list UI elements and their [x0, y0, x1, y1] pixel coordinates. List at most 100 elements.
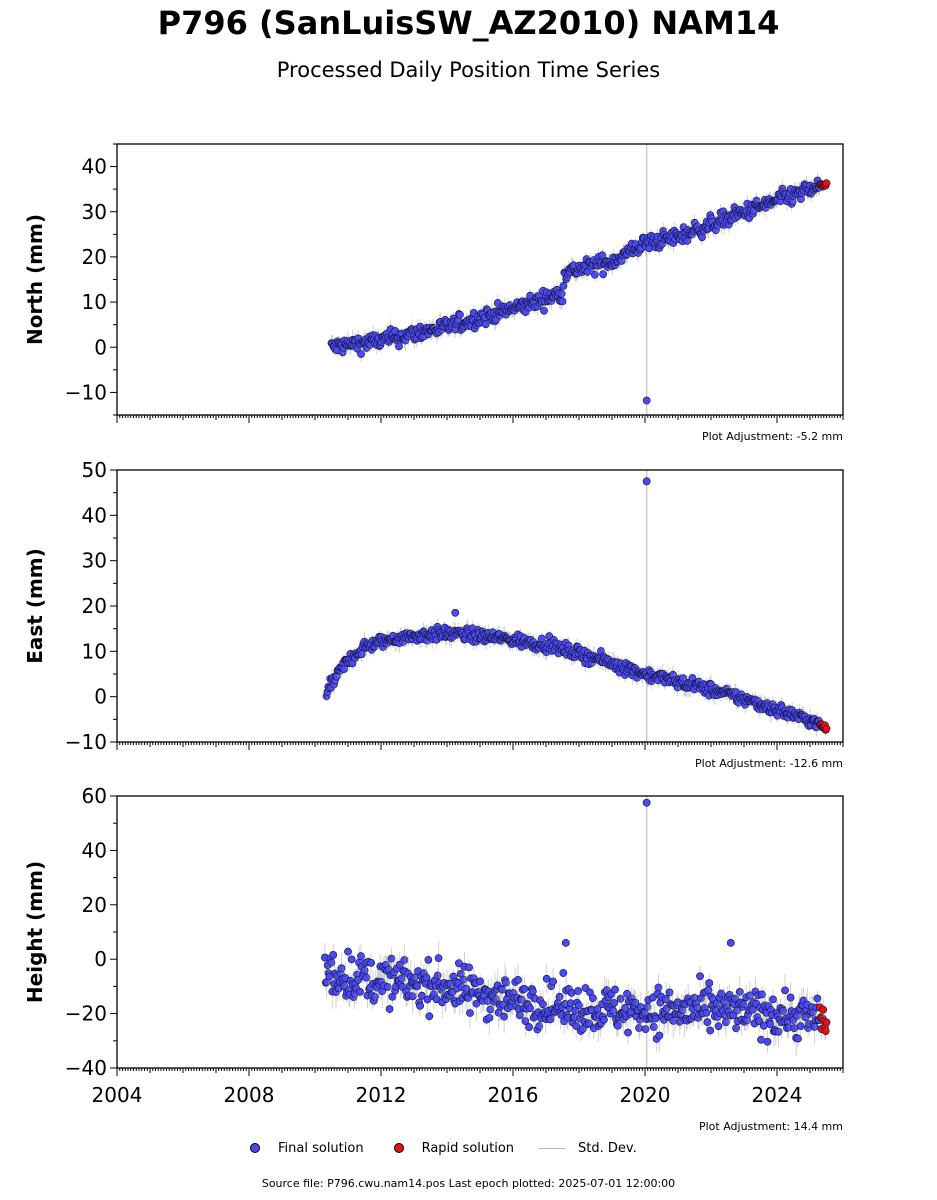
final-point [549, 977, 558, 986]
panel-2: −40 −20 0 20 40 60 2004 2008 2012 2016 2020 2024 Hei… [23, 784, 844, 1133]
y-tick-label: −20 [65, 1002, 107, 1026]
final-point [537, 634, 546, 643]
final-point [557, 289, 566, 298]
plot-adjustment-note: Plot Adjustment: -5.2 mm [702, 430, 843, 443]
final-point [502, 978, 510, 987]
outlier-point [642, 477, 651, 486]
legend-label-rapid: Rapid solution [421, 1140, 515, 1156]
source-footer: Source file: P796.cwu.nam14.pos Last epo… [261, 1177, 676, 1190]
final-point [763, 1037, 772, 1046]
y-tick-label: 30 [82, 200, 107, 224]
data-points [322, 618, 831, 737]
final-point [413, 982, 422, 990]
y-tick-label: 0 [94, 947, 107, 971]
y-tick-label: 20 [82, 245, 107, 269]
panel-1: −10 0 10 20 30 40 50 East (mm) Plot Adjustment: … [23, 458, 844, 770]
y-axis-label: East (mm) [23, 548, 47, 664]
final-point [558, 297, 567, 306]
final-point [613, 1021, 622, 1030]
final-point [462, 984, 471, 993]
y-tick-label: 10 [82, 639, 107, 663]
final-point [357, 952, 365, 961]
final-point [566, 999, 575, 1008]
final-point [590, 270, 599, 279]
y-tick-label: 0 [94, 335, 107, 359]
final-point [732, 1024, 740, 1033]
final-point [383, 983, 392, 991]
y-tick-label: 0 [94, 685, 107, 709]
final-point [385, 1005, 394, 1013]
final-point [769, 995, 777, 1004]
legend-item-final: Final solution [250, 1141, 364, 1156]
x-tick-label: 2012 [356, 1083, 407, 1107]
final-point [698, 233, 706, 242]
outlier-point [561, 938, 570, 947]
final-point [546, 1015, 555, 1024]
final-point [327, 958, 336, 967]
final-point [702, 1008, 711, 1017]
final-point [567, 988, 576, 997]
y-tick-label: 10 [82, 290, 107, 314]
final-point [542, 974, 551, 983]
final-point [491, 994, 500, 1003]
final-point [418, 991, 426, 1000]
final-point [714, 1022, 723, 1031]
y-tick-label: 20 [82, 893, 107, 917]
final-point [486, 1005, 495, 1014]
final-point [609, 1006, 618, 1015]
x-tick-label: 2020 [620, 1083, 671, 1107]
rapid-point [822, 1018, 831, 1027]
y-tick-label: 60 [82, 784, 107, 808]
final-point [525, 1023, 534, 1031]
final-point [575, 1001, 583, 1010]
rapid-point [821, 1027, 830, 1036]
final-point [481, 320, 490, 329]
final-point [810, 1022, 819, 1031]
final-point [422, 973, 431, 982]
rapid-point [822, 179, 831, 188]
outlier-point [726, 938, 735, 947]
final-point [424, 955, 433, 964]
final-point [340, 665, 349, 673]
final-point [498, 985, 507, 994]
data-points [327, 172, 831, 363]
final-point [599, 270, 608, 279]
y-tick-label: 20 [82, 594, 107, 618]
axes-frame [116, 143, 844, 416]
final-point [655, 1031, 664, 1040]
y-tick-label: 40 [82, 503, 107, 527]
final-point [356, 988, 364, 996]
final-point [600, 1015, 608, 1024]
chart-title: P796 (SanLuisSW_AZ2010) NAM14 [157, 4, 780, 42]
final-point [397, 974, 406, 983]
final-point [425, 1012, 434, 1021]
legend: Final solution Rapid solution Std. Dev. [250, 1138, 667, 1158]
x-tick-label: 2024 [752, 1083, 803, 1107]
final-point [696, 972, 704, 981]
legend-label-std: Std. Dev. [578, 1140, 637, 1156]
y-axis-label: North (mm) [23, 214, 47, 345]
final-point [651, 1014, 660, 1023]
final-point [526, 1004, 534, 1013]
rapid-marker-icon [393, 1143, 404, 1153]
final-point [395, 342, 403, 351]
outlier-point [451, 608, 460, 617]
final-point [434, 954, 443, 963]
y-tick-label: 40 [82, 155, 107, 179]
final-point [329, 951, 338, 959]
final-point [357, 650, 366, 659]
outlier-point [642, 396, 651, 405]
legend-label-final: Final solution [278, 1140, 364, 1156]
rapid-point [822, 724, 831, 733]
final-point [362, 973, 371, 982]
final-point [400, 956, 409, 964]
final-point [416, 1002, 424, 1010]
y-tick-label: 50 [82, 458, 107, 482]
final-point [528, 987, 537, 996]
final-point [641, 1025, 650, 1034]
panel-0: −10 0 10 20 30 40 North (mm) Plot Adjustment: -… [23, 143, 844, 443]
final-point [571, 1006, 580, 1015]
final-point [706, 1026, 715, 1035]
chart-subtitle: Processed Daily Position Time Series [276, 58, 661, 82]
final-point [485, 1014, 494, 1022]
